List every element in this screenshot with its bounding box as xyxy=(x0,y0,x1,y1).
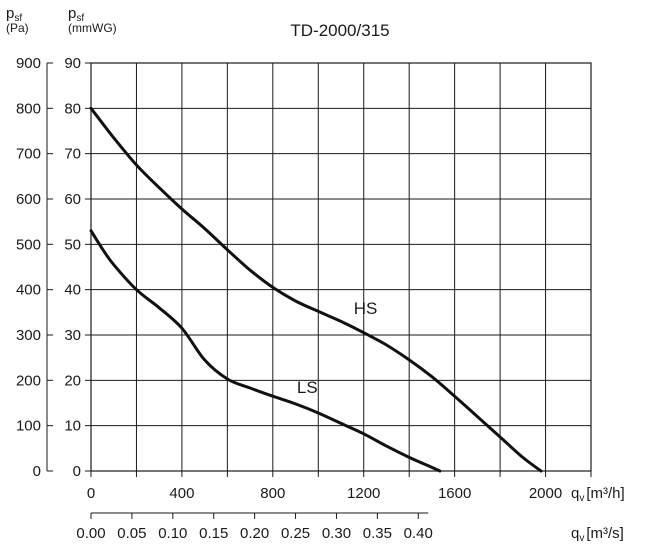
x-primary-label-sub: v xyxy=(579,493,584,504)
x-primary-axis-label: qv [m³/h] xyxy=(571,485,625,504)
y-left-tick-label: 200 xyxy=(16,372,41,389)
svg-text:psf: psf xyxy=(6,5,22,24)
y-left-label-main: p xyxy=(6,5,14,22)
y-left-tick-label: 700 xyxy=(16,146,41,163)
x-secondary-tick-label: 0.00 xyxy=(76,525,105,542)
y-right-label-sub: sf xyxy=(76,13,84,24)
x-secondary-label-unit: [m³/s] xyxy=(586,525,624,542)
y-left-tick-label: 500 xyxy=(16,236,41,253)
y-left-tick-label: 400 xyxy=(16,282,41,299)
x-secondary-axis-label: qv [m³/s] xyxy=(571,525,624,544)
x-secondary-tick-label: 0.15 xyxy=(199,525,228,542)
x-primary-label-main: q xyxy=(571,485,579,502)
y-right-tick-label: 30 xyxy=(64,327,81,344)
curves: HS LS xyxy=(89,106,543,473)
plot-frame xyxy=(90,62,592,472)
x-secondary-tick-label: 0.35 xyxy=(363,525,392,542)
x-secondary-tick-label: 0.10 xyxy=(158,525,187,542)
y-right-label-main: p xyxy=(68,5,76,22)
series-label-ls: LS xyxy=(297,378,318,397)
y-right-tick-label: 10 xyxy=(64,418,81,435)
x-secondary-label-sub: v xyxy=(579,533,584,544)
svg-text:psf: psf xyxy=(68,5,84,24)
y-left-tick-label: 800 xyxy=(16,100,41,117)
y-right-tick-label: 70 xyxy=(64,146,81,163)
x-primary-tick-label: 0 xyxy=(87,485,95,502)
y-right-axis-label: psf (mmWG) xyxy=(68,5,117,35)
x-primary-label-unit: [m³/h] xyxy=(586,485,624,502)
series-line-hs xyxy=(89,106,543,473)
x-primary-tick-label: 1200 xyxy=(347,485,380,502)
y-right-tick-label: 20 xyxy=(64,372,81,389)
y-right-tick-label: 60 xyxy=(64,191,81,208)
y-left-tick-label: 100 xyxy=(16,418,41,435)
y-right-tick-label: 40 xyxy=(64,282,81,299)
y-left-tick-label: 0 xyxy=(33,463,41,480)
y-right-label-unit: (mmWG) xyxy=(68,21,117,35)
x-primary-tick-label: 400 xyxy=(169,485,194,502)
x-secondary-tick-label: 0.40 xyxy=(404,525,433,542)
y-left-label-unit: (Pa) xyxy=(6,21,29,35)
y-axes: 0 100 200 300 400 500 600 700 800 900 0 10 20 30 40 50 6… xyxy=(16,55,91,480)
x-primary-tick-label: 800 xyxy=(260,485,285,502)
y-left-tick-label: 900 xyxy=(16,55,41,72)
y-right-tick-label: 90 xyxy=(64,55,81,72)
x-axes: 0 400 800 1200 1600 2000 0.00 0.05 0.10 0.15 0.20 0… xyxy=(76,471,592,542)
y-left-axis-label: psf (Pa) xyxy=(6,5,29,35)
x-secondary-tick-label: 0.25 xyxy=(281,525,310,542)
x-primary-tick-label: 1600 xyxy=(438,485,471,502)
x-secondary-tick-label: 0.05 xyxy=(117,525,146,542)
x-secondary-label-main: q xyxy=(571,525,579,542)
y-right-tick-label: 80 xyxy=(64,100,81,117)
series-label-hs: HS xyxy=(354,299,378,318)
x-secondary-tick-label: 0.30 xyxy=(322,525,351,542)
y-right-tick-label: 0 xyxy=(73,463,81,480)
y-left-tick-label: 600 xyxy=(16,191,41,208)
grid-lines xyxy=(90,62,592,472)
series-line-ls xyxy=(89,229,442,473)
x-primary-tick-label: 2000 xyxy=(529,485,562,502)
y-left-label-sub: sf xyxy=(14,13,22,24)
x-secondary-tick-label: 0.20 xyxy=(240,525,269,542)
y-right-tick-label: 50 xyxy=(64,236,81,253)
y-left-tick-label: 300 xyxy=(16,327,41,344)
chart-title: TD-2000/315 xyxy=(290,21,389,40)
